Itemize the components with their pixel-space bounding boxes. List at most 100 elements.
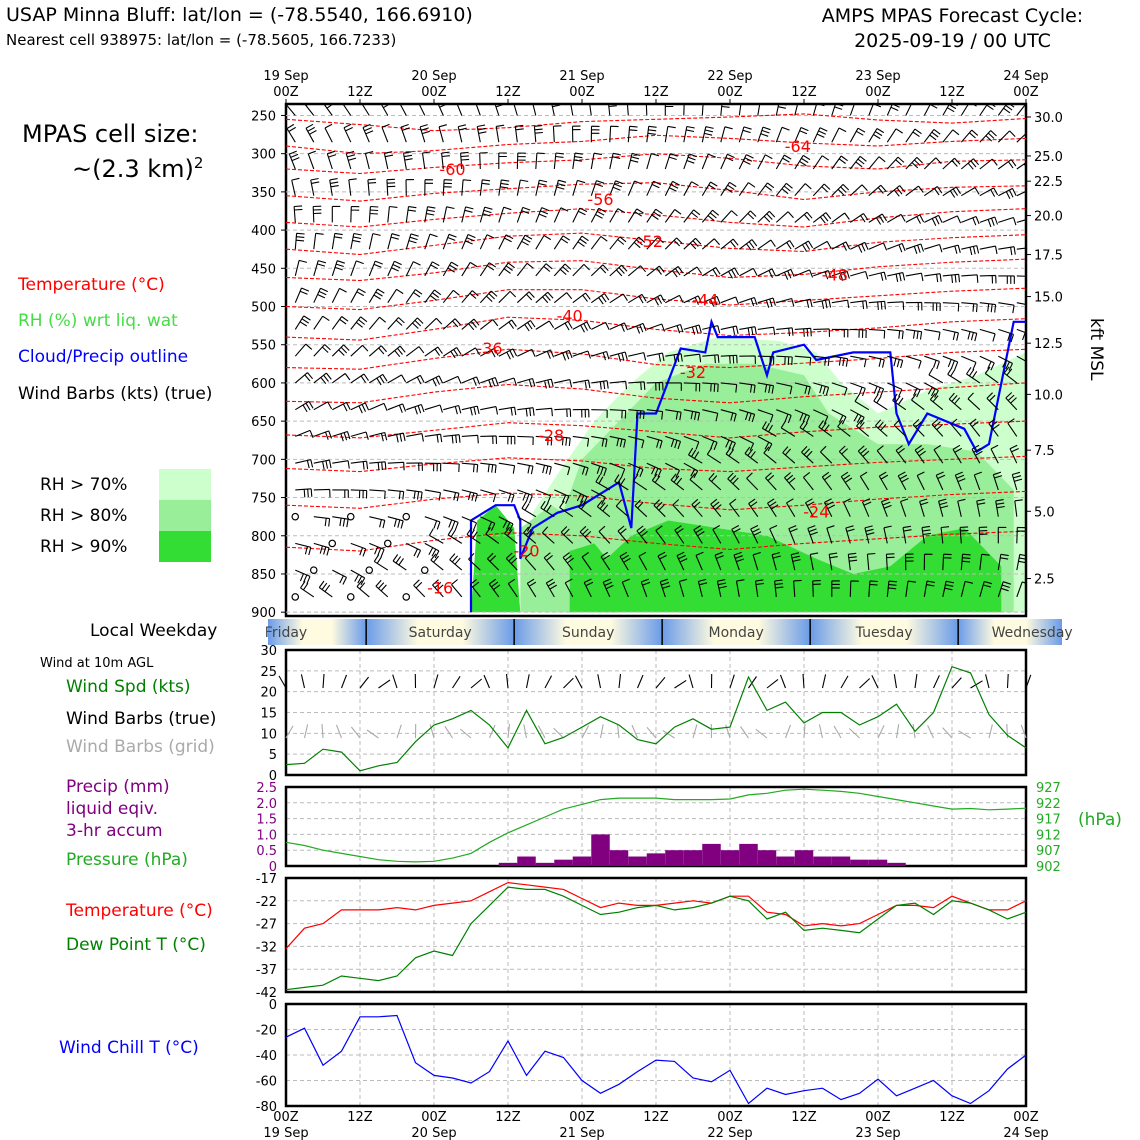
wind-barb: [727, 472, 740, 491]
wind-barb: [868, 580, 878, 597]
wind-barb: [720, 409, 737, 422]
wind-barb: [461, 290, 479, 304]
wind-barb: [562, 552, 575, 571]
wind-barb: [708, 472, 722, 491]
bottom-day-label: 22 Sep: [707, 1126, 752, 1140]
wind-barb: [929, 393, 944, 411]
wind-barb: [619, 551, 631, 571]
top-day-label: 24 Sep: [1003, 69, 1048, 84]
wind-barb: [849, 184, 868, 197]
wind-barb: [849, 580, 859, 597]
cell-size-number: ~(2.3 km): [72, 155, 194, 183]
wind-barb: [702, 295, 721, 307]
wind-barb: [947, 367, 962, 384]
legend-rh80-swatch: [159, 500, 211, 531]
wind-barb: [831, 241, 851, 251]
wind-barb: [702, 409, 719, 422]
wind-barb: [739, 409, 756, 423]
wind-barb: [845, 525, 855, 544]
wind-barb: [572, 489, 588, 505]
weekday-name: Tuesday: [855, 625, 913, 641]
wind-barb: [331, 344, 350, 357]
wind-barb: [738, 104, 742, 116]
wind-barb: [998, 302, 1015, 314]
surface-barb-grid: [942, 727, 953, 739]
wind-barb: [443, 347, 462, 359]
wind-barb: [443, 516, 459, 531]
wind-barb: [693, 525, 705, 544]
wind-barb: [794, 240, 814, 252]
surface-barb-grid: [537, 725, 546, 739]
wind-barb: [857, 445, 870, 464]
wind-barb: [979, 187, 999, 197]
wind-barb: [979, 216, 999, 228]
wind-barb: [849, 155, 867, 170]
wind-barb: [683, 209, 701, 223]
wind-barb: [933, 444, 944, 464]
wind-barb: [627, 152, 641, 170]
xsec-ytick-label: 450: [251, 262, 276, 277]
precip-bar: [831, 856, 851, 866]
isotherm-line: [286, 232, 1026, 256]
wind-barb: [516, 320, 536, 332]
wind-barb: [368, 316, 387, 330]
wind-barb: [998, 355, 1013, 371]
wind-barb: [1016, 526, 1026, 544]
wind-barb: [300, 580, 315, 598]
wind-barb: [480, 435, 498, 445]
xsec-ytick-label: 550: [251, 339, 276, 354]
top-hour-label: 00Z: [717, 85, 743, 100]
isotherm-line: [286, 316, 1026, 341]
wind-barb: [720, 153, 735, 170]
wind-barb: [831, 328, 849, 338]
wind-barb: [664, 237, 683, 250]
bottom-hour-label: 12Z: [495, 1110, 521, 1125]
wind-barb: [979, 158, 998, 170]
wind-barb: [627, 180, 643, 196]
wind-barb: [961, 245, 980, 256]
legend-rh90: RH > 90%: [40, 537, 128, 557]
bottom-day-label: 20 Sep: [411, 1126, 456, 1140]
wind-barb: [739, 382, 756, 394]
panel-ytick-label: -40: [256, 1049, 277, 1064]
wind-barb: [979, 302, 997, 313]
wind-barb: [776, 297, 795, 307]
wind-barb: [942, 215, 962, 224]
wind-speed-line: [285, 665, 1027, 772]
barbs-grid-label: Wind Barbs (grid): [66, 737, 215, 757]
wind-barb: [683, 125, 695, 143]
wind-barb: [826, 525, 835, 544]
wind-barb: [387, 461, 405, 471]
wind-barb: [406, 462, 423, 471]
wind-barb: [1016, 275, 1026, 277]
wind-barb: [479, 290, 498, 304]
wind-barb: [609, 180, 624, 196]
wind-barb: [313, 232, 324, 250]
kft-axis-label: kft MSL: [1086, 318, 1106, 381]
wind-barb: [752, 551, 761, 571]
wind-barb: [373, 554, 389, 571]
wind-barb: [424, 542, 440, 559]
wind-barb: [591, 380, 609, 390]
wind-barb: [375, 579, 389, 598]
wind-barb: [636, 525, 648, 544]
wind-barb: [813, 382, 830, 396]
wind-barb: [683, 295, 703, 305]
xsec-right-tick-label: 22.5: [1034, 175, 1063, 190]
wind-barb: [513, 104, 518, 116]
wind-barb: [554, 320, 573, 331]
wind-barb: [739, 267, 758, 277]
wind-barb: [794, 211, 813, 223]
wind-barb: [313, 516, 331, 527]
wind-panel: 0 5 10 15 20 25 30: [260, 644, 1032, 784]
wind-barb: [517, 516, 532, 532]
surface-barb-true: [300, 674, 306, 689]
wind-barb: [516, 291, 535, 304]
surface-barb-grid: [988, 724, 993, 739]
temp-label: Temperature (°C): [66, 901, 213, 921]
wind-barb: [665, 294, 684, 304]
wind-barb: [627, 236, 646, 250]
wind-barb: [850, 270, 869, 280]
wind-barb: [966, 366, 981, 384]
wind-barb: [665, 462, 680, 478]
